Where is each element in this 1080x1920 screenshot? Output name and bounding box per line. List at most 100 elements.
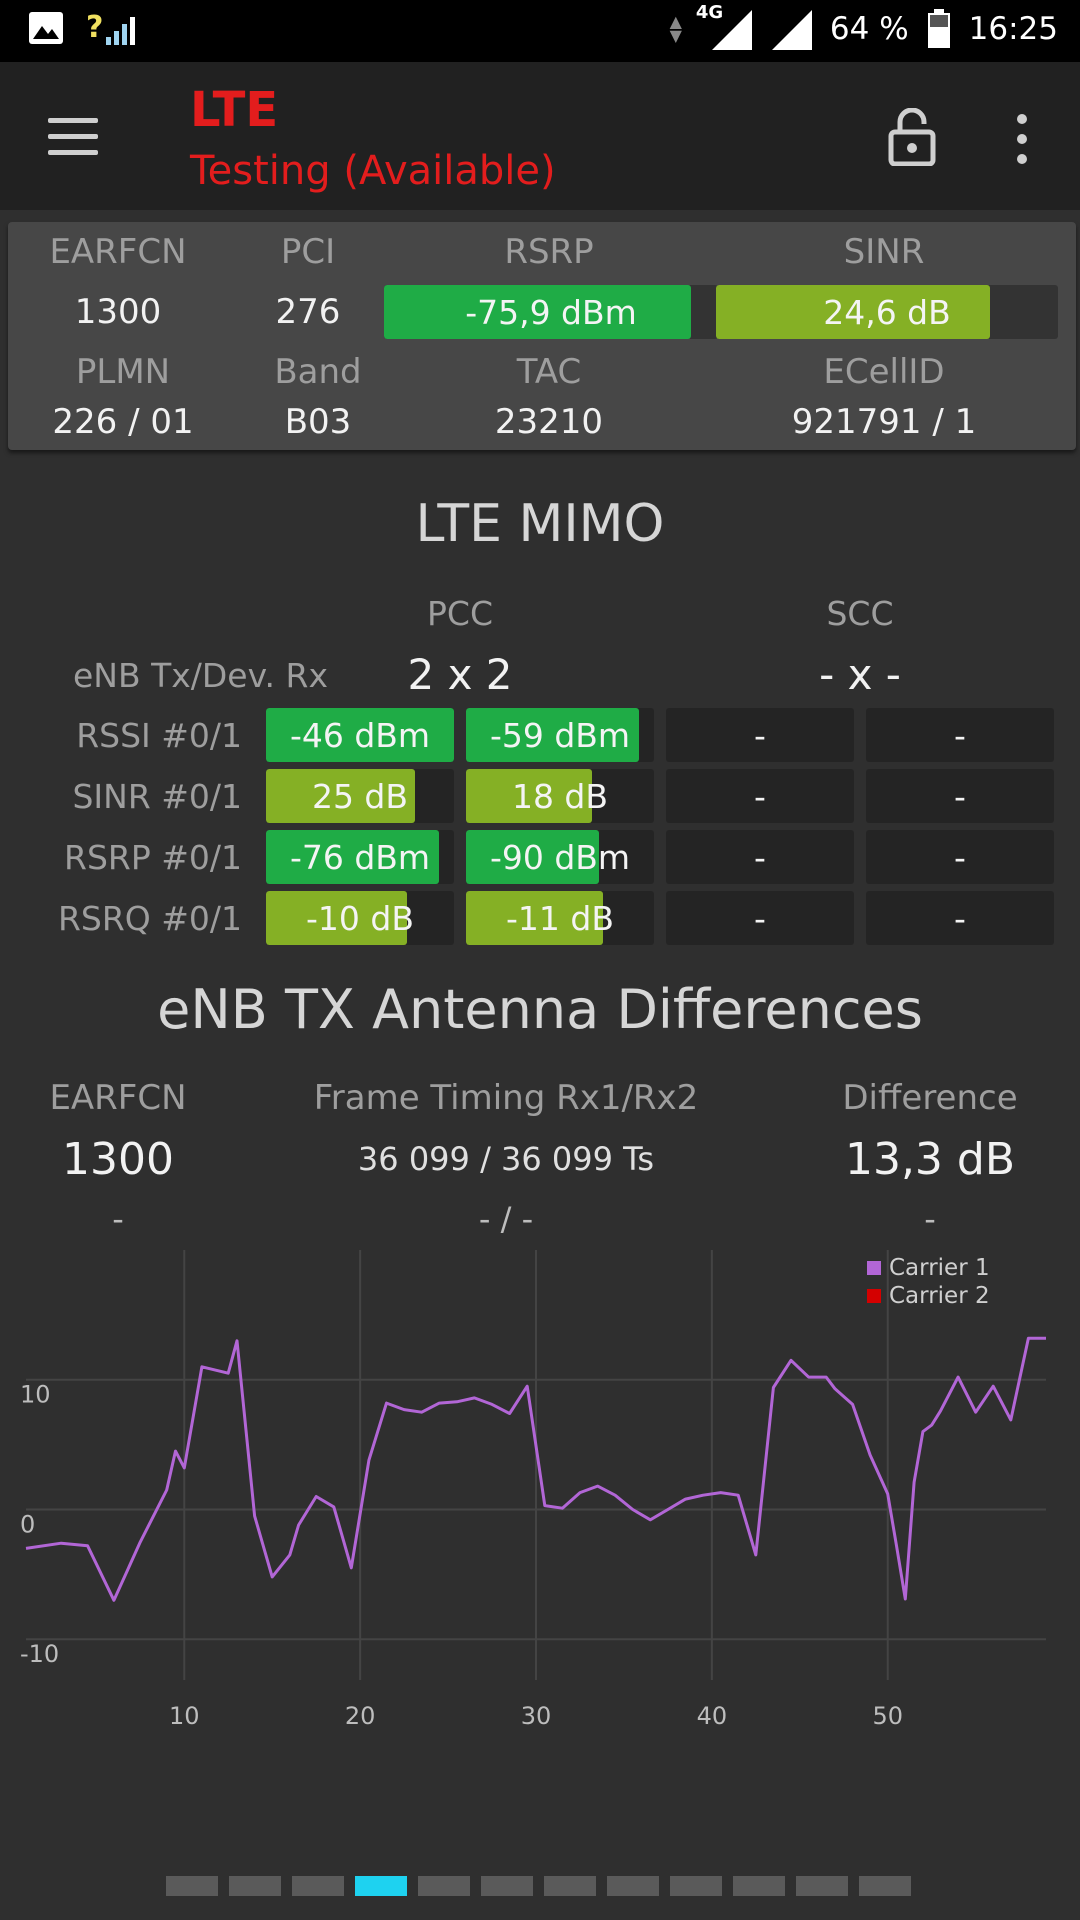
mimo-cell-scc0: - [666,769,854,823]
rsrp-value: -75,9 dBm [465,292,637,332]
plmn-label: PLMN [75,352,171,392]
pci-value: 276 [275,292,341,332]
mimo-value-pcc1: -90 dBm [489,837,631,877]
cell-signal-4g-icon: 4G [696,2,752,50]
x-tick-label: 40 [697,1702,728,1730]
antenna-diff-title: eNB TX Antenna Differences [157,978,923,1041]
page-title: LTE [190,82,279,138]
page-indicator [166,1876,911,1896]
sinr-label: SINR [843,232,925,272]
mimo-cell-scc1: - [866,769,1054,823]
mimo-cell-pcc0: -10 dB [266,891,454,945]
band-label: Band [274,352,362,392]
difference-label: Difference [842,1078,1018,1118]
page-dot[interactable] [229,1876,281,1896]
signal-quality-label: ? [86,10,104,45]
battery-percent: 64 % [829,11,909,47]
series-line-carrier-1 [25,1336,1046,1602]
diff-earfcn-label: EARFCN [49,1078,187,1118]
page-dot[interactable] [670,1876,722,1896]
mimo-cell-scc1: - [866,891,1054,945]
sinr-meter: 24,6 dB [716,285,1058,339]
frame-timing-value: 36 099 / 36 099 Ts [357,1140,655,1178]
rsrp-meter: -75,9 dBm [384,285,718,339]
mimo-value-pcc0: -10 dB [306,898,414,938]
mimo-value-pcc0: -76 dBm [289,837,431,877]
x-tick-label: 20 [345,1702,376,1730]
page-dot[interactable] [292,1876,344,1896]
legend-swatch-carrier-1 [867,1261,881,1275]
legend-item-carrier-1: Carrier 1 [867,1254,990,1282]
difference-line-chart: 10 20 30 40 50 10 0 -10 [20,1250,1046,1730]
mimo-value-pcc1: -11 dB [506,898,614,938]
page-dot[interactable] [166,1876,218,1896]
x-tick-label: 30 [521,1702,552,1730]
x-tick-label: 50 [872,1702,903,1730]
earfcn-value: 1300 [74,292,162,332]
battery-icon [927,9,950,48]
app-bar: LTE Testing (Available) [0,62,1080,210]
legend-item-carrier-2: Carrier 2 [867,1282,990,1310]
tac-label: TAC [516,352,582,392]
page-dot[interactable] [733,1876,785,1896]
mimo-cell-pcc0: 25 dB [266,769,454,823]
mimo-value-scc1: - [954,898,966,938]
mimo-value-scc0: - [754,898,766,938]
page-dot[interactable] [607,1876,659,1896]
txrx-label: eNB Tx/Dev. Rx [72,656,328,695]
mimo-row-label: RSRP #0/1 [64,838,242,877]
rsrp-label: RSRP [504,232,594,272]
network-type-label: 4G [695,2,724,23]
pci-label: PCI [280,232,336,272]
scc-txrx-value: - x - [819,650,901,699]
mimo-cell-pcc0: -76 dBm [266,830,454,884]
mimo-cell-pcc1: -59 dBm [466,708,654,762]
status-bar: ? ▲ ▼ 4G 64 % 16:25 [0,0,1080,62]
page-dot[interactable] [796,1876,848,1896]
mimo-value-pcc1: -59 dBm [489,715,631,755]
unlock-icon[interactable] [888,108,936,166]
more-options-icon[interactable] [1012,114,1032,174]
y-tick-label: -10 [20,1640,59,1668]
legend-swatch-carrier-2 [867,1289,881,1303]
legend-label-carrier-2: Carrier 2 [889,1283,990,1309]
mimo-row-label: RSSI #0/1 [76,716,242,755]
mimo-cell-scc0: - [666,830,854,884]
serving-cell-card: EARFCN PCI RSRP SINR 1300 276 -75,9 dBm … [8,222,1076,450]
band-value: B03 [284,402,352,442]
clock: 16:25 [968,11,1058,47]
mimo-section-title: LTE MIMO [415,494,665,554]
mimo-value-pcc0: -46 dBm [289,715,431,755]
mimo-row-label: RSRQ #0/1 [57,899,242,938]
page-dot[interactable] [481,1876,533,1896]
cell-signal-icon [771,10,812,50]
pcc-txrx-value: 2 x 2 [407,650,513,699]
mimo-cell-scc0: - [666,891,854,945]
earfcn-label: EARFCN [49,232,187,272]
ecellid-value: 921791 / 1 [791,402,977,442]
page-dot[interactable] [859,1876,911,1896]
difference-value-2: - [924,1200,936,1238]
page-subtitle: Testing (Available) [190,148,556,194]
legend-label-carrier-1: Carrier 1 [889,1255,990,1281]
pcc-label: PCC [427,594,493,633]
scc-label: SCC [826,594,894,633]
frame-timing-label: Frame Timing Rx1/Rx2 [313,1078,699,1118]
y-tick-label: 0 [20,1510,35,1538]
mimo-cell-pcc0: -46 dBm [266,708,454,762]
mimo-cell-pcc1: 18 dB [466,769,654,823]
ecellid-label: ECellID [823,352,945,392]
mimo-value-scc0: - [754,715,766,755]
sinr-value: 24,6 dB [823,292,951,332]
mimo-value-scc1: - [954,837,966,877]
mimo-value-scc0: - [754,837,766,877]
menu-icon[interactable] [48,118,98,166]
page-dot[interactable] [418,1876,470,1896]
mimo-cell-scc1: - [866,830,1054,884]
mimo-value-scc1: - [954,776,966,816]
diff-earfcn-value: 1300 [62,1134,174,1185]
mimo-cell-pcc1: -11 dB [466,891,654,945]
page-dot[interactable] [544,1876,596,1896]
page-dot[interactable] [355,1876,407,1896]
y-tick-label: 10 [20,1381,51,1409]
